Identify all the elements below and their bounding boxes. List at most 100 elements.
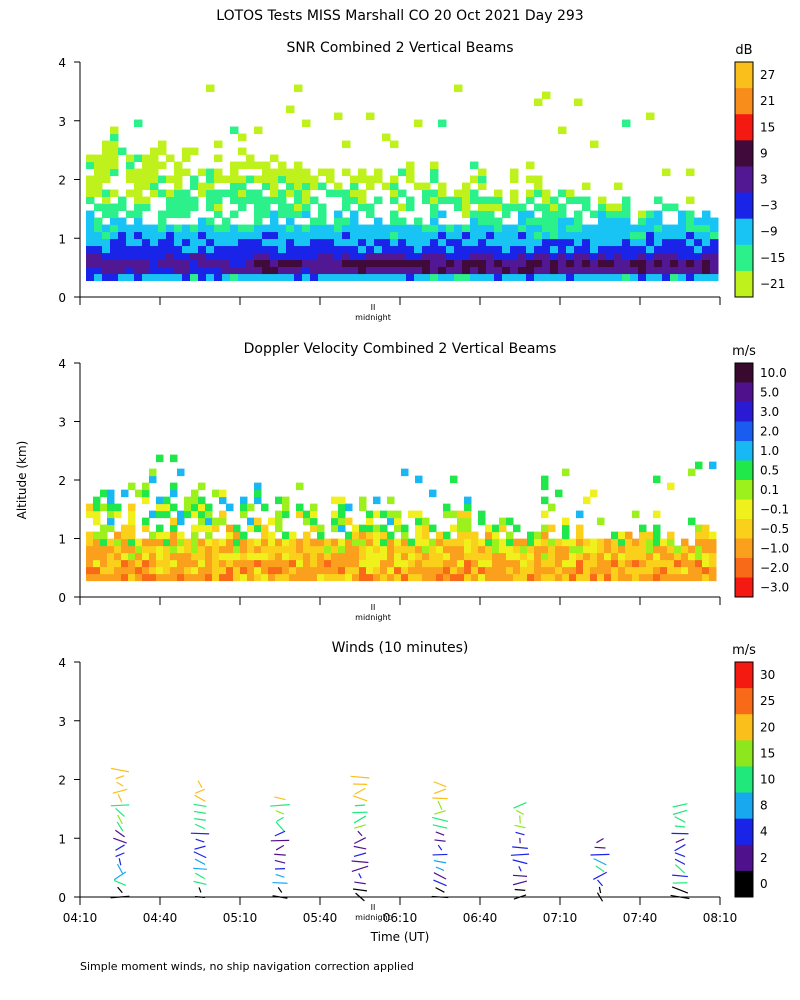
snr-cell bbox=[238, 224, 247, 233]
snr-cell bbox=[702, 259, 711, 268]
snr-cell bbox=[262, 238, 271, 247]
snr-cell bbox=[486, 196, 495, 205]
velocity-cell bbox=[142, 496, 150, 505]
snr-cell bbox=[510, 196, 519, 205]
snr-cell bbox=[102, 224, 111, 233]
velocity-cell bbox=[275, 510, 283, 519]
snr-cell bbox=[110, 238, 119, 247]
velocity-cell bbox=[653, 531, 661, 540]
snr-cell bbox=[406, 231, 415, 240]
colorbar-swatch bbox=[735, 114, 753, 141]
snr-cell bbox=[262, 273, 271, 282]
velocity-cell bbox=[303, 510, 311, 519]
snr-cell bbox=[94, 231, 103, 240]
snr-cell bbox=[430, 203, 439, 212]
velocity-cell bbox=[387, 496, 395, 505]
snr-cell bbox=[342, 203, 351, 212]
snr-cell bbox=[302, 252, 311, 261]
snr-cell bbox=[646, 210, 655, 219]
velocity-cell bbox=[527, 531, 535, 540]
velocity-cell bbox=[128, 538, 136, 547]
snr-cell bbox=[710, 245, 719, 254]
velocity-cell bbox=[254, 489, 262, 498]
velocity-cell bbox=[667, 531, 675, 540]
snr-cell bbox=[94, 203, 103, 212]
velocity-cell bbox=[163, 545, 171, 554]
velocity-cell bbox=[135, 489, 143, 498]
snr-cell bbox=[702, 210, 711, 219]
snr-cell bbox=[342, 189, 351, 198]
snr-cell bbox=[350, 231, 359, 240]
velocity-cell bbox=[93, 517, 101, 526]
panel-2: Doppler Velocity Combined 2 Vertical Bea… bbox=[58, 341, 789, 622]
snr-cell bbox=[582, 273, 591, 282]
snr-cell bbox=[598, 196, 607, 205]
snr-cell bbox=[358, 266, 367, 275]
colorbar-swatch bbox=[735, 166, 753, 194]
snr-cell bbox=[470, 175, 479, 184]
velocity-cell bbox=[401, 566, 409, 575]
snr-cell bbox=[182, 245, 191, 254]
snr-cell bbox=[638, 224, 647, 233]
snr-cell bbox=[150, 189, 159, 198]
snr-cell bbox=[294, 252, 303, 261]
velocity-cell bbox=[107, 566, 115, 575]
snr-cell bbox=[534, 238, 543, 247]
snr-cell bbox=[606, 231, 615, 240]
snr-cell bbox=[126, 245, 135, 254]
velocity-cell bbox=[408, 573, 416, 582]
wind-barb bbox=[115, 844, 125, 851]
snr-cell bbox=[198, 168, 207, 177]
snr-cell bbox=[198, 217, 207, 226]
snr-cell bbox=[350, 245, 359, 254]
velocity-cell bbox=[254, 573, 262, 582]
snr-cell bbox=[150, 238, 159, 247]
snr-cell bbox=[342, 245, 351, 254]
snr-cell bbox=[102, 238, 111, 247]
velocity-cell bbox=[296, 552, 304, 561]
velocity-cell bbox=[184, 538, 192, 547]
snr-cell bbox=[390, 175, 399, 184]
snr-cell bbox=[598, 259, 607, 268]
snr-cell bbox=[246, 189, 255, 198]
velocity-cell bbox=[380, 510, 388, 519]
snr-cell bbox=[254, 252, 263, 261]
snr-cell bbox=[502, 252, 511, 261]
snr-cell bbox=[710, 224, 719, 233]
snr-cell bbox=[598, 266, 607, 275]
velocity-cell bbox=[86, 538, 94, 547]
velocity-cell bbox=[695, 559, 703, 568]
velocity-cell bbox=[590, 552, 598, 561]
wind-barb bbox=[514, 824, 526, 829]
colorbar-swatch bbox=[735, 421, 753, 442]
velocity-cell bbox=[520, 573, 528, 582]
snr-cell bbox=[630, 259, 639, 268]
snr-cell bbox=[214, 175, 223, 184]
velocity-cell bbox=[499, 566, 507, 575]
velocity-cell bbox=[163, 573, 171, 582]
colorbar-frame bbox=[734, 61, 754, 298]
midnight-label: midnight bbox=[355, 913, 391, 922]
velocity-cell bbox=[639, 566, 647, 575]
snr-cell bbox=[590, 252, 599, 261]
snr-cell bbox=[86, 259, 95, 268]
wind-barb bbox=[275, 821, 285, 832]
velocity-cell bbox=[359, 538, 367, 547]
velocity-cell bbox=[345, 545, 353, 554]
velocity-cell bbox=[128, 517, 136, 526]
colorbar-swatch bbox=[735, 499, 753, 520]
snr-cell bbox=[230, 245, 239, 254]
snr-cell bbox=[390, 266, 399, 275]
velocity-cell bbox=[401, 538, 409, 547]
snr-cell bbox=[662, 231, 671, 240]
snr-cell bbox=[454, 259, 463, 268]
velocity-cell bbox=[296, 573, 304, 582]
velocity-cell bbox=[429, 538, 437, 547]
velocity-cell bbox=[345, 552, 353, 561]
velocity-cell bbox=[471, 531, 479, 540]
snr-cell bbox=[294, 189, 303, 198]
snr-cell bbox=[86, 189, 95, 198]
velocity-cell bbox=[128, 503, 136, 512]
snr-cell bbox=[614, 210, 623, 219]
snr-cell bbox=[478, 245, 487, 254]
